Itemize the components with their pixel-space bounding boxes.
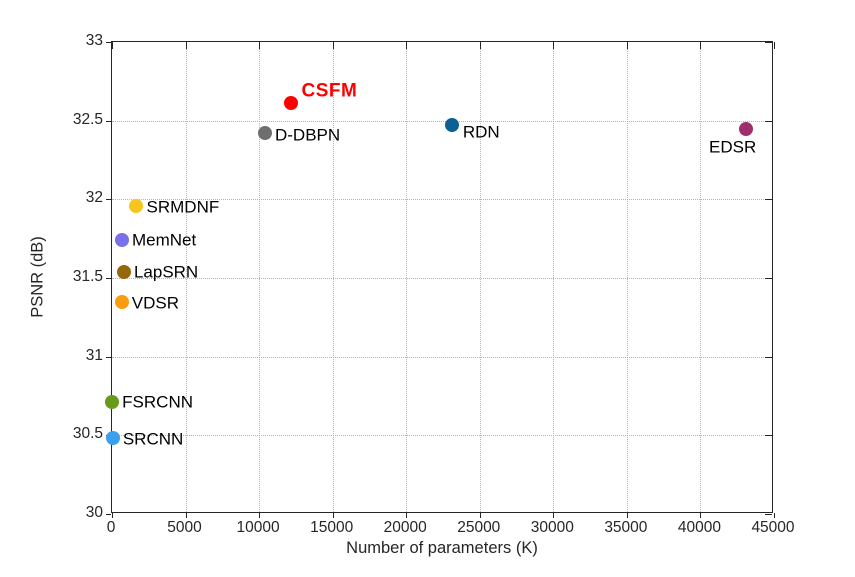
gridline-vertical bbox=[332, 42, 334, 512]
gridline-vertical bbox=[553, 42, 555, 512]
tick-mark-bottom bbox=[406, 513, 408, 518]
tick-mark-top bbox=[112, 42, 113, 49]
data-point-lapsrn bbox=[116, 264, 131, 279]
data-point-memnet bbox=[114, 233, 129, 248]
tick-mark-top bbox=[553, 42, 555, 49]
tick-mark-bottom bbox=[185, 513, 187, 518]
point-label-edsr: EDSR bbox=[709, 137, 757, 157]
y-tick-label: 32 bbox=[85, 189, 103, 207]
tick-mark-bottom bbox=[626, 513, 628, 518]
tick-mark-bottom bbox=[332, 513, 334, 518]
tick-mark-bottom bbox=[259, 513, 261, 518]
tick-mark-left bbox=[106, 356, 111, 358]
tick-mark-bottom bbox=[553, 513, 555, 518]
gridline-vertical bbox=[406, 42, 408, 512]
x-tick-label: 5000 bbox=[167, 519, 202, 536]
tick-mark-bottom bbox=[774, 513, 775, 518]
tick-mark-bottom bbox=[700, 513, 702, 518]
x-tick-label: 15000 bbox=[310, 519, 354, 536]
tick-mark-top bbox=[626, 42, 628, 49]
x-tick-label: 45000 bbox=[751, 519, 795, 536]
y-tick-label: 31.5 bbox=[72, 268, 103, 285]
x-tick-label: 0 bbox=[106, 519, 116, 536]
x-tick-label: 20000 bbox=[383, 519, 427, 536]
gridline-horizontal bbox=[112, 356, 772, 358]
gridline-horizontal bbox=[112, 278, 772, 279]
point-label-vdsr: VDSR bbox=[131, 293, 180, 313]
tick-mark-right bbox=[765, 356, 772, 358]
tick-mark-top bbox=[479, 42, 481, 49]
data-point-srmdnf bbox=[128, 198, 143, 213]
gridline-horizontal bbox=[112, 435, 772, 437]
data-point-edsr bbox=[739, 121, 754, 136]
tick-mark-top bbox=[406, 42, 408, 49]
x-tick-label: 35000 bbox=[604, 519, 648, 536]
x-tick-label: 25000 bbox=[457, 519, 501, 536]
y-tick-label: 30.5 bbox=[72, 425, 103, 443]
point-label-srmdnf: SRMDNF bbox=[146, 197, 220, 217]
tick-mark-left bbox=[106, 42, 111, 43]
data-point-vdsr bbox=[114, 294, 129, 309]
tick-mark-right bbox=[765, 278, 772, 279]
gridline-vertical bbox=[626, 42, 628, 512]
x-tick-label: 40000 bbox=[677, 519, 721, 536]
x-axis-title: Number of parameters (K) bbox=[346, 539, 538, 557]
tick-mark-right bbox=[765, 435, 772, 437]
y-tick-label: 32.5 bbox=[72, 110, 103, 128]
tick-mark-left bbox=[106, 514, 111, 515]
y-tick-label: 30 bbox=[85, 504, 103, 521]
tick-mark-right bbox=[765, 42, 772, 43]
point-label-memnet: MemNet bbox=[131, 230, 197, 250]
tick-mark-left bbox=[106, 120, 111, 122]
tick-mark-top bbox=[259, 42, 261, 49]
gridline-vertical bbox=[185, 42, 187, 512]
tick-mark-top bbox=[185, 42, 187, 49]
data-point-srcnn bbox=[105, 431, 120, 446]
point-label-csfm: CSFM bbox=[301, 80, 358, 102]
gridline-vertical bbox=[700, 42, 702, 512]
gridline-horizontal bbox=[112, 199, 772, 201]
point-label-fsrcnn: FSRCNN bbox=[122, 392, 194, 412]
gridline-vertical bbox=[479, 42, 481, 512]
point-label-rdn: RDN bbox=[462, 122, 500, 142]
x-tick-label: 10000 bbox=[236, 519, 280, 536]
point-label-srcnn: SRCNN bbox=[122, 429, 184, 449]
y-tick-label: 33 bbox=[85, 32, 103, 49]
plot-area: SRCNN FSRCNN VDSR LapSRN MemNet SRMDNF D-DBPN C… bbox=[105, 41, 775, 518]
y-tick-label: 31 bbox=[85, 346, 103, 364]
tick-mark-left bbox=[106, 199, 111, 201]
point-label-lapsrn: LapSRN bbox=[133, 262, 199, 282]
data-point-rdn bbox=[444, 118, 459, 133]
tick-mark-top bbox=[332, 42, 334, 49]
tick-mark-bottom bbox=[112, 513, 113, 518]
gridline-horizontal bbox=[112, 120, 772, 122]
x-tick-label: 30000 bbox=[530, 519, 574, 536]
data-point-fsrcnn bbox=[105, 395, 120, 410]
tick-mark-right bbox=[765, 199, 772, 201]
tick-mark-top bbox=[774, 42, 775, 49]
point-label-d-dbpn: D-DBPN bbox=[274, 125, 341, 145]
tick-mark-right bbox=[765, 514, 772, 515]
tick-mark-right bbox=[765, 120, 772, 122]
data-point-d-dbpn bbox=[257, 126, 272, 141]
tick-mark-left bbox=[106, 278, 111, 279]
tick-mark-top bbox=[700, 42, 702, 49]
data-point-csfm bbox=[284, 96, 299, 111]
gridline-vertical bbox=[259, 42, 261, 512]
tick-mark-bottom bbox=[479, 513, 481, 518]
